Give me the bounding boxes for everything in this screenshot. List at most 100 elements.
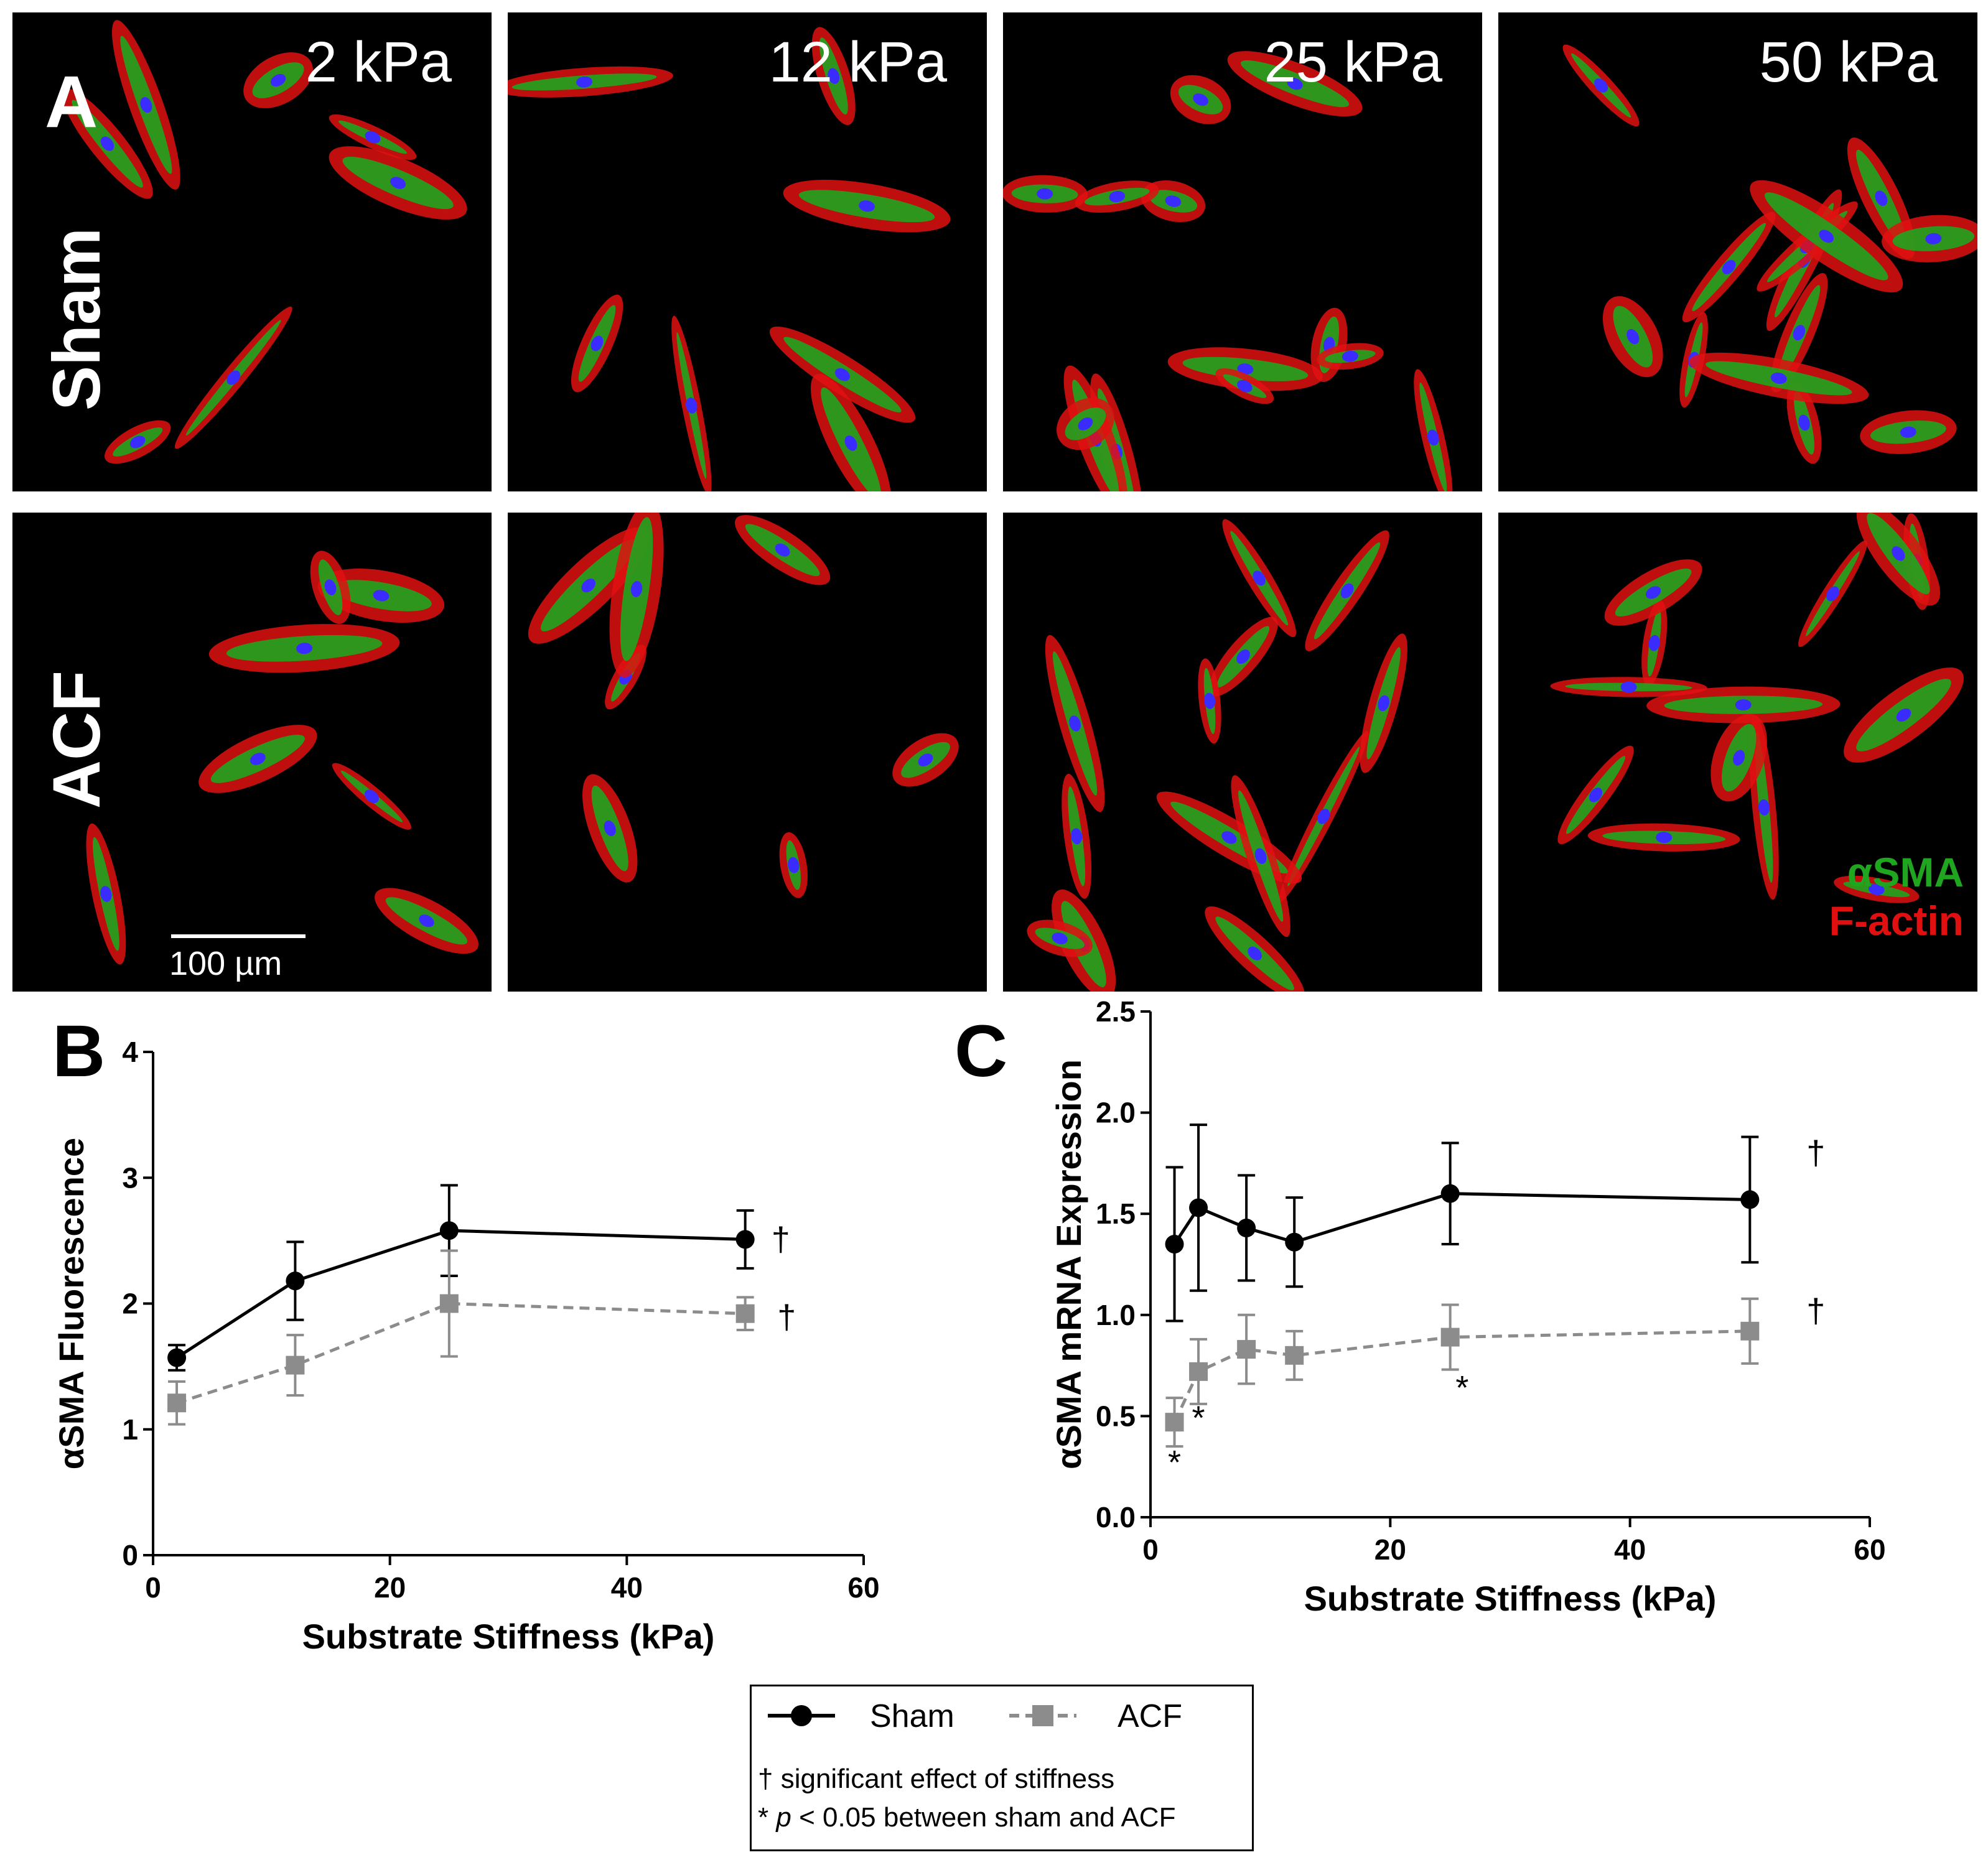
- cell-image: [1027, 519, 1407, 992]
- cell: [1646, 686, 1841, 723]
- y-tick-label: 1.5: [1096, 1197, 1136, 1230]
- cell: [208, 624, 400, 673]
- cell: [1689, 352, 1869, 404]
- significance-star: *: [1192, 1400, 1205, 1437]
- x-tick-label: 40: [1614, 1533, 1646, 1566]
- data-point-sham: [286, 1272, 305, 1291]
- cell: [1215, 368, 1274, 404]
- x-tick-label: 60: [847, 1571, 879, 1604]
- y-tick-label: 2.5: [1096, 995, 1136, 1028]
- cell: [329, 114, 417, 160]
- data-point-sham: [1189, 1198, 1208, 1217]
- data-point-sham: [735, 1230, 755, 1249]
- cell: [86, 823, 126, 965]
- cell: [671, 315, 712, 491]
- dagger-annotation: †: [777, 1299, 796, 1336]
- micrograph-sham-2kpa: 2 kPa: [12, 12, 492, 491]
- cell: [329, 146, 467, 220]
- data-point-acf: [1440, 1328, 1460, 1347]
- x-tick-label: 0: [145, 1571, 161, 1604]
- panel-letter-a: A: [45, 61, 98, 143]
- cell: [1860, 410, 1957, 454]
- cell: [1231, 775, 1290, 937]
- data-point-acf: [286, 1355, 305, 1375]
- cell: [1045, 635, 1105, 812]
- data-point-sham: [1740, 1190, 1760, 1209]
- panel-letter-c: C: [954, 1010, 1008, 1092]
- micrograph-acf-25kpa: [1003, 513, 1482, 992]
- cell: [375, 888, 478, 954]
- cell: [1317, 343, 1384, 370]
- cell: [609, 513, 664, 678]
- cell: [1602, 296, 1663, 378]
- cell-image: [1550, 513, 1964, 903]
- data-point-acf: [1189, 1362, 1208, 1381]
- y-tick-label: 2: [122, 1288, 138, 1320]
- series-line-acf: [176, 1301, 745, 1405]
- cell: [810, 373, 892, 491]
- cell: [779, 832, 808, 898]
- cell-image: [86, 551, 478, 965]
- legend-star: *: [758, 1802, 777, 1833]
- legend-acf-marker: [1009, 1705, 1076, 1726]
- dagger-annotation: †: [1806, 1292, 1825, 1329]
- legend-note-stiffness: † significant effect of stiffness: [758, 1764, 1115, 1794]
- y-tick-label: 0.0: [1096, 1501, 1136, 1533]
- cell: [174, 306, 292, 449]
- row-label-acf: ACF: [39, 671, 114, 809]
- cell: [1798, 540, 1867, 648]
- y-tick-label: 4: [122, 1036, 138, 1068]
- cell: [1003, 175, 1088, 213]
- stiffness-label: 25 kPa: [1264, 30, 1442, 94]
- cell-image: [62, 20, 467, 464]
- y-tick-label: 0: [122, 1539, 138, 1571]
- cell: [1075, 180, 1159, 213]
- cell: [1305, 530, 1389, 651]
- y-tick-label: 2.0: [1096, 1097, 1136, 1129]
- x-tick-label: 60: [1854, 1533, 1885, 1566]
- cell: [582, 774, 638, 883]
- cell: [769, 326, 916, 423]
- cell: [1641, 600, 1668, 686]
- cell: [1057, 398, 1114, 450]
- cell: [1587, 823, 1740, 852]
- legend-p-symbol: p: [776, 1802, 791, 1833]
- cell: [811, 27, 856, 126]
- micrograph-sham-50kpa: 50 kPa: [1498, 12, 1977, 491]
- legend-note-pvalue: * p < 0.05 between sham and ACF: [758, 1802, 1175, 1833]
- row-label-sham: Sham: [39, 227, 114, 411]
- y-tick-label: 0.5: [1096, 1400, 1136, 1432]
- cell: [1682, 212, 1776, 323]
- stiffness-label: 50 kPa: [1759, 30, 1938, 94]
- cell: [310, 551, 351, 624]
- data-point-sham: [1165, 1234, 1184, 1253]
- data-point-sham: [167, 1348, 187, 1367]
- cell: [783, 180, 951, 233]
- significance-star: *: [1168, 1444, 1181, 1481]
- cell: [1279, 730, 1369, 902]
- stiffness-label: 12 kPa: [768, 30, 947, 94]
- micrograph-sham-25kpa: 25 kPa: [1003, 12, 1482, 491]
- series-line-sham: [1173, 1192, 1750, 1245]
- cell: [1550, 677, 1707, 697]
- cell: [243, 52, 313, 108]
- cell: [1208, 616, 1278, 697]
- x-axis-title: Substrate Stiffness (kPa): [302, 1617, 715, 1656]
- legend-sham-label: Sham: [870, 1698, 954, 1734]
- y-tick-label: 1: [122, 1413, 138, 1446]
- cell-image: [528, 513, 959, 898]
- data-point-sham: [439, 1221, 459, 1240]
- cell: [1844, 667, 1964, 763]
- cell: [62, 88, 153, 199]
- data-point-sham: [1440, 1184, 1460, 1203]
- cell-image: [508, 27, 951, 491]
- cell: [1156, 791, 1302, 884]
- legend-pvalue-text: < 0.05 between sham and ACF: [791, 1802, 1176, 1833]
- micrograph-sham-12kpa: 12 kPa: [508, 12, 987, 491]
- micrograph-acf-2kpa: 100 µm: [12, 513, 492, 992]
- y-axis-title: αSMA Fluorescence: [52, 1138, 91, 1469]
- x-tick-label: 20: [374, 1571, 406, 1604]
- data-point-acf: [1165, 1413, 1184, 1432]
- dagger-annotation: †: [772, 1221, 790, 1258]
- dagger-annotation: †: [1806, 1135, 1825, 1172]
